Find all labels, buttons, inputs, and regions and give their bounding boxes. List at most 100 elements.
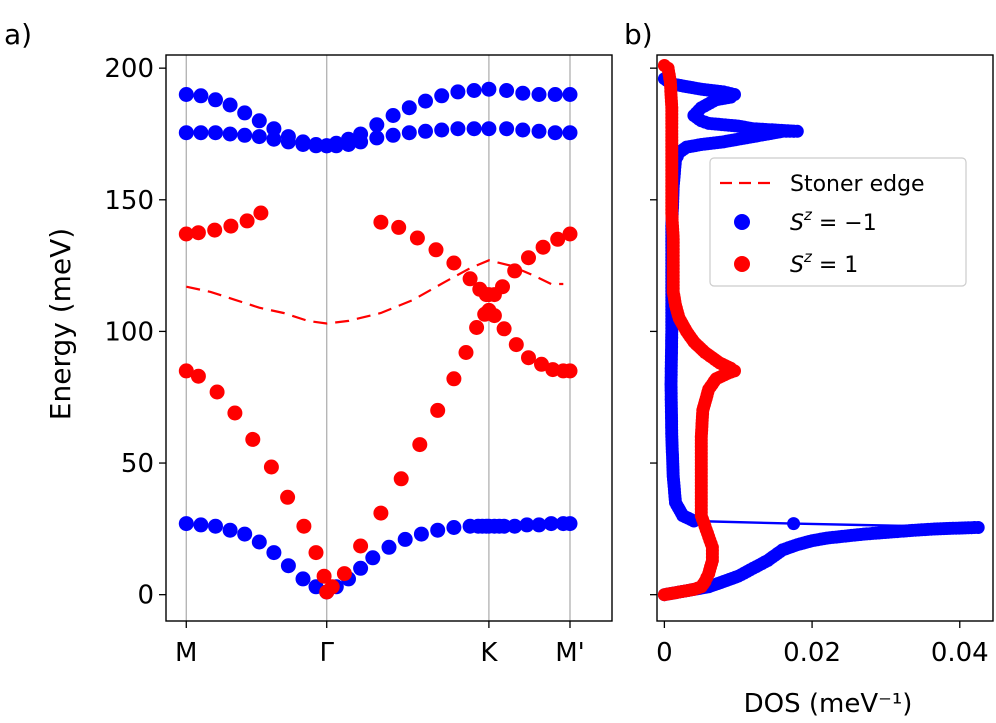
x-tick-label: K xyxy=(480,638,498,668)
magnon-point-sz-minus xyxy=(208,92,223,108)
x-tick-label: M xyxy=(175,638,197,668)
magnon-point-sz-plus xyxy=(207,222,223,238)
magnon-point-sz-plus xyxy=(495,279,510,295)
y-tick-label: 50 xyxy=(121,449,154,479)
magnon-point-sz-minus xyxy=(251,129,267,145)
magnon-point-sz-minus xyxy=(328,135,344,151)
x-tick-label: M' xyxy=(555,638,585,668)
magnon-point-sz-minus xyxy=(418,93,433,109)
magnon-point-sz-minus xyxy=(413,526,429,542)
magnon-point-sz-minus xyxy=(385,108,401,123)
magnon-point-sz-minus xyxy=(397,531,413,547)
magnon-point-sz-minus xyxy=(222,126,238,142)
dos-curve-sz-minus xyxy=(663,77,979,596)
magnon-point-sz-plus xyxy=(239,213,255,229)
magnon-point-sz-plus xyxy=(391,219,407,235)
magnon-point-sz-minus xyxy=(251,113,267,129)
magnon-point-sz-plus xyxy=(521,250,536,266)
legend-box xyxy=(709,157,967,287)
magnon-point-sz-minus xyxy=(237,526,253,542)
magnon-point-sz-plus xyxy=(462,271,478,287)
magnon-point-sz-minus xyxy=(353,126,369,142)
magnon-point-sz-plus xyxy=(263,459,279,475)
magnon-point-sz-minus xyxy=(266,545,282,561)
magnon-point-sz-minus xyxy=(496,518,512,534)
magnon-point-sz-minus xyxy=(531,517,547,533)
magnon-point-sz-plus xyxy=(223,218,239,234)
magnon-point-sz-plus xyxy=(308,545,324,561)
magnon-point-sz-plus xyxy=(507,263,523,279)
magnon-point-sz-plus xyxy=(245,431,261,447)
magnon-point-sz-minus xyxy=(222,522,238,538)
magnon-point-sz-minus xyxy=(385,127,401,143)
magnon-point-sz-plus xyxy=(562,363,578,379)
magnon-point-sz-minus xyxy=(178,125,194,141)
magnon-point-sz-minus xyxy=(481,121,497,137)
magnon-point-sz-plus xyxy=(190,368,206,384)
magnon-point-sz-plus xyxy=(535,239,551,255)
magnon-point-sz-plus xyxy=(190,225,206,241)
y-tick-label: 100 xyxy=(104,317,154,347)
dos-point-sz-plus xyxy=(657,59,671,72)
magnon-point-sz-minus xyxy=(481,81,497,97)
magnon-point-sz-plus xyxy=(324,579,340,595)
magnon-point-sz-minus xyxy=(466,121,482,137)
magnon-point-sz-plus xyxy=(496,321,512,337)
magnon-point-sz-minus xyxy=(562,87,578,102)
magnon-point-sz-minus xyxy=(266,121,282,137)
x-tick-label: Γ xyxy=(319,638,334,668)
magnon-point-sz-minus xyxy=(369,117,385,133)
y-tick-label: 150 xyxy=(104,186,154,216)
magnon-point-sz-plus xyxy=(209,384,225,400)
magnon-point-sz-plus xyxy=(446,255,462,271)
magnon-point-sz-minus xyxy=(237,127,253,143)
x-axis-label-dos: DOS (meV⁻¹) xyxy=(744,689,913,719)
magnon-point-sz-minus xyxy=(208,518,223,534)
x-tick-label-b: 0.04 xyxy=(931,638,989,668)
magnon-point-sz-plus xyxy=(393,471,409,487)
magnon-point-sz-minus xyxy=(381,539,397,555)
magnon-point-sz-minus xyxy=(434,122,450,138)
magnon-point-sz-plus xyxy=(409,230,425,246)
magnon-point-sz-plus xyxy=(412,437,428,453)
x-tick-label-b: 0 xyxy=(656,638,673,668)
magnon-point-sz-minus xyxy=(562,125,578,141)
magnon-point-sz-plus xyxy=(336,566,352,582)
magnon-point-sz-minus xyxy=(499,83,515,98)
magnon-point-sz-plus xyxy=(458,345,474,360)
legend-sz-minus-marker xyxy=(734,214,750,230)
magnon-point-sz-minus xyxy=(295,134,311,150)
magnon-point-sz-minus xyxy=(369,130,385,146)
plot-b: 0 0.02 0.04 xyxy=(650,59,989,668)
plot-b-frame xyxy=(656,54,994,622)
magnon-point-sz-minus xyxy=(547,125,563,141)
magnon-point-sz-minus xyxy=(401,125,417,141)
magnon-point-sz-minus xyxy=(280,129,296,145)
magnon-point-sz-plus xyxy=(296,518,312,534)
magnon-point-sz-minus xyxy=(519,517,535,533)
magnon-point-sz-minus xyxy=(430,522,446,538)
magnon-point-sz-plus xyxy=(353,538,369,554)
panel-b-label: b) xyxy=(624,18,653,51)
magnon-point-sz-minus xyxy=(295,571,311,587)
magnon-point-sz-minus xyxy=(446,520,462,535)
magnon-point-sz-plus xyxy=(316,568,332,584)
panel-a-label: a) xyxy=(4,18,32,51)
magnon-point-sz-minus xyxy=(515,122,531,138)
magnon-point-sz-plus xyxy=(521,350,536,366)
magnon-point-sz-minus xyxy=(341,131,356,147)
magnon-point-sz-minus xyxy=(466,83,482,98)
magnon-point-sz-plus xyxy=(178,363,194,379)
magnon-point-sz-minus xyxy=(531,87,547,102)
magnon-point-sz-plus xyxy=(428,242,444,258)
magnon-point-sz-plus xyxy=(486,308,502,324)
magnon-point-sz-minus xyxy=(515,85,531,101)
magnon-point-sz-minus xyxy=(237,105,253,121)
magnon-point-sz-plus xyxy=(280,489,296,505)
legend-stoner-label: Stoner edge xyxy=(790,172,925,197)
magnon-point-sz-minus xyxy=(499,121,515,137)
y-axis-label: Energy (meV) xyxy=(44,228,77,420)
magnon-point-sz-minus xyxy=(531,123,547,139)
magnon-point-sz-minus xyxy=(193,517,209,533)
